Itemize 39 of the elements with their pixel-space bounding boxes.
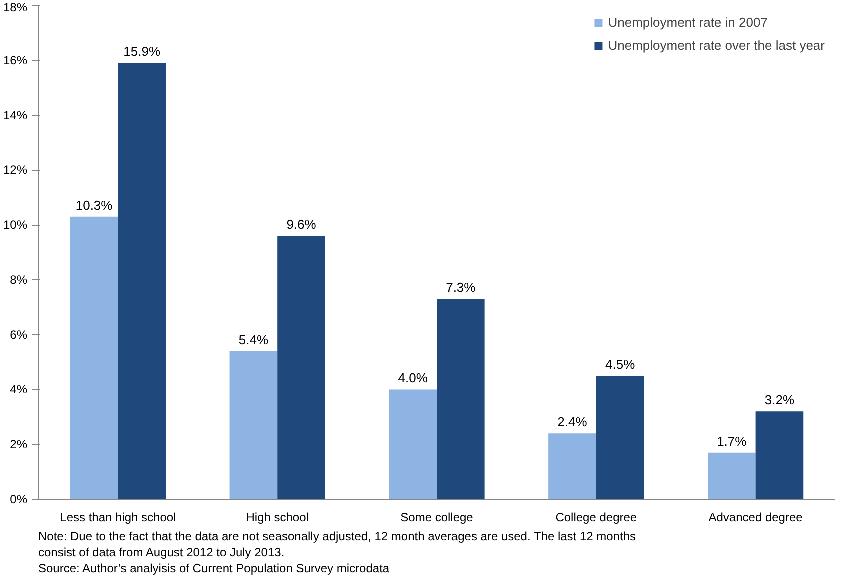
text: Note: Due to the fact that the data are not seasonally adjusted, 12 month averages are used. The last 12 months consist of data from August 2012 to July 2013. [38, 530, 636, 560]
data-label: 5.4% [238, 332, 269, 348]
bar [230, 351, 278, 500]
data-label: 4.5% [605, 357, 636, 372]
data-label: 7.3% [446, 280, 476, 296]
bar [278, 236, 326, 500]
bar [70, 216, 118, 500]
y-tick-label: 4% [10, 382, 28, 397]
bar [118, 63, 166, 500]
x-tick-label: Advanced degree [708, 510, 804, 524]
y-tick-label: 10% [3, 218, 28, 232]
x-tick-label: College degree [556, 510, 638, 524]
bar [756, 412, 804, 500]
data-label: 9.6% [286, 217, 317, 232]
x-tick-label: Some college [400, 510, 474, 524]
data-label: 3.2% [764, 392, 795, 408]
y-tick-label: 8% [10, 272, 28, 287]
y-tick-label: 2% [10, 438, 28, 452]
y-tick-label: 16% [3, 53, 28, 68]
data-label: 10.3% [76, 198, 114, 213]
bar [437, 299, 485, 500]
bar [389, 390, 437, 500]
legend-label: Unemployment rate in 2007 [608, 15, 768, 30]
y-tick-label: 6% [10, 328, 28, 342]
y-tick-label: 0% [10, 492, 28, 506]
y-tick-label: 18% [3, 0, 28, 14]
x-tick-label: Less than high school [60, 510, 176, 524]
source-note: Source: Author’s analyisis of Current Population Survey microdata [38, 562, 390, 576]
data-label: 1.7% [717, 434, 748, 449]
data-label: 2.4% [558, 414, 588, 430]
bar [548, 434, 596, 500]
data-label: 4.0% [398, 370, 428, 386]
x-tick-label: High school [246, 510, 309, 524]
legend-label: Unemployment rate over the last year [608, 38, 825, 53]
bar [596, 376, 644, 500]
y-tick-label: 12% [3, 163, 28, 178]
data-label: 15.9% [124, 44, 161, 60]
y-tick-label: 14% [3, 108, 28, 122]
bar [708, 452, 756, 500]
